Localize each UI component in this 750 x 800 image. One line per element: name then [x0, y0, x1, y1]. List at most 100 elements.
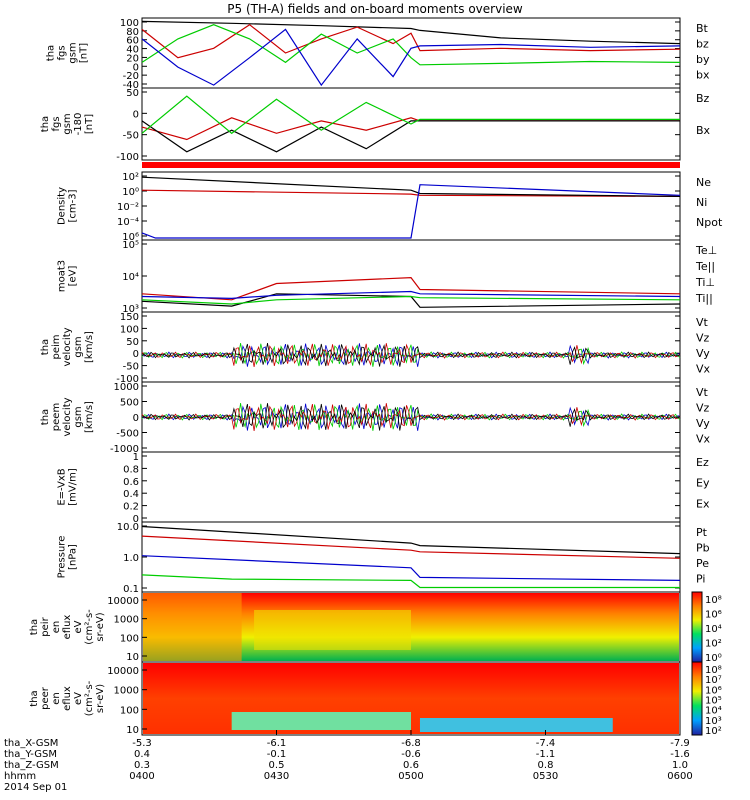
- legend-Ex: Ex: [696, 497, 710, 510]
- y-axis-label: velocity: [62, 397, 73, 436]
- y-axis-label: -180: [73, 113, 84, 136]
- y-tick-label: 10⁻⁴: [117, 217, 139, 228]
- y-axis-label: eflux: [62, 686, 73, 711]
- x-row-label: hhmm: [4, 771, 36, 782]
- colorbar-tick-label: 10²: [705, 726, 722, 737]
- y-axis-label: eV: [73, 620, 84, 633]
- y-axis-label: [eV]: [68, 266, 79, 287]
- y-axis-label: peir: [40, 616, 51, 636]
- y-axis-label: fgs: [57, 45, 68, 60]
- y-tick-label: 10000: [107, 666, 139, 677]
- y-axis-label: tha: [29, 690, 40, 706]
- y-tick-label: -50: [123, 362, 139, 373]
- x-value-label: -1.1: [536, 749, 556, 760]
- y-tick-label: -40: [123, 80, 139, 91]
- panel-frame: [141, 171, 681, 241]
- y-tick-label: 10⁻²: [117, 202, 139, 213]
- x-row-label: tha_Y-GSM: [4, 749, 57, 760]
- y-tick-label: -500: [116, 429, 139, 440]
- series-line-by: [141, 24, 681, 66]
- legend-Vx: Vx: [696, 433, 711, 446]
- panel-5: tha peem velocity gsm [km/s] 1000 500 0 -500 -100…: [40, 381, 711, 455]
- legend-Ez: Ez: [696, 456, 709, 469]
- series-line-Ti||: [141, 295, 681, 305]
- series-line-Npot: [141, 184, 681, 239]
- y-tick-label: 50: [126, 88, 139, 99]
- y-axis-label: [mV/m]: [68, 468, 79, 506]
- panel-9: tha peer en eflux eV (cm²-s-sr-eV)10000 1000 10…: [29, 661, 722, 737]
- y-axis-label: gsm: [73, 336, 84, 357]
- y-tick-label: 1000: [114, 686, 139, 697]
- y-tick-label: 0: [133, 62, 139, 73]
- x-value-label: -0.1: [267, 749, 287, 760]
- series-line-Ti⊥: [141, 290, 681, 300]
- y-tick-label: 0.8: [123, 464, 139, 475]
- panel-3: moat3 [eV] 10⁵ 10⁴ 10³ Te⊥ Te|| Ti⊥ Ti||: [57, 239, 717, 315]
- y-axis-label: [nT]: [79, 43, 90, 63]
- series-line-Bt: [141, 20, 681, 45]
- heatmap-region: [231, 712, 411, 730]
- series-line-By: [141, 95, 680, 135]
- legend-Bz: Bz: [696, 92, 710, 105]
- y-tick-label: 40: [126, 45, 139, 56]
- legend-Te⊥: Te⊥: [695, 244, 717, 257]
- mode-bar: [142, 162, 680, 168]
- y-tick-label: 1000: [114, 382, 139, 393]
- y-tick-label: 10⁶: [122, 232, 139, 243]
- x-value-label: 0.4: [134, 749, 150, 760]
- y-axis-label: sr-eV): [95, 612, 106, 641]
- heatmap-region: [254, 610, 411, 650]
- colorbar-tick-label: 10⁴: [705, 624, 722, 635]
- y-tick-label: 10³: [122, 304, 139, 315]
- legend-Vx: Vx: [696, 363, 711, 376]
- panel-frame: [141, 239, 681, 313]
- series-line-bx: [141, 28, 681, 87]
- y-axis-label: Density: [57, 187, 68, 225]
- y-axis-label: gsm: [62, 113, 73, 134]
- legend-Vt: Vt: [696, 386, 709, 399]
- y-tick-label: 1: [133, 452, 139, 463]
- y-tick-label: 100: [120, 324, 139, 335]
- legend-Ni: Ni: [696, 196, 707, 209]
- series-line-Pb: [141, 535, 681, 559]
- y-tick-label: 1.0: [123, 553, 139, 564]
- x-value-label: 0530: [533, 771, 558, 782]
- colorbar-tick-label: 10⁸: [705, 665, 722, 676]
- legend-Pe: Pe: [696, 557, 709, 570]
- y-axis-label: (cm²-s-: [84, 609, 95, 645]
- y-axis-label: [nPa]: [68, 544, 79, 570]
- series-line-Pt: [141, 525, 681, 555]
- colorbar-tick-label: 10⁴: [705, 706, 722, 717]
- legend-Te||: Te||: [695, 260, 715, 273]
- legend-Ti||: Ti||: [695, 292, 713, 305]
- x-value-label: 0400: [129, 771, 154, 782]
- y-tick-label: 0: [133, 413, 139, 424]
- legend-Vt: Vt: [696, 316, 709, 329]
- y-axis-label: tha: [40, 116, 51, 132]
- x-value-label: 0500: [398, 771, 423, 782]
- series-line-bz: [141, 23, 681, 59]
- legend-Pb: Pb: [696, 542, 710, 555]
- x-value-label: 0.6: [403, 760, 419, 771]
- y-axis-label: eV: [73, 692, 84, 705]
- y-tick-label: 500: [120, 398, 139, 409]
- colorbar-tick-label: 10³: [705, 716, 722, 727]
- y-tick-label: 1000: [114, 615, 139, 626]
- x-value-label: 1.0: [672, 760, 688, 771]
- colorbar-tick-label: 10²: [705, 639, 722, 650]
- y-tick-label: 0: [133, 109, 139, 120]
- x-row-label: tha_X-GSM: [4, 738, 58, 749]
- colorbar-tick-label: 10⁵: [705, 696, 722, 707]
- y-axis-label: fgs: [51, 116, 62, 131]
- series-line: [141, 403, 681, 431]
- series-line-Te||: [141, 293, 681, 308]
- colorbar: [691, 661, 703, 736]
- x-value-label: 0.8: [538, 760, 554, 771]
- y-axis-label: [km/s]: [84, 331, 95, 363]
- series-line-Ni: [141, 176, 681, 197]
- series-line: [141, 343, 681, 367]
- y-axis-label: tha: [40, 409, 51, 425]
- y-tick-label: 60: [126, 36, 139, 47]
- series-line-Te⊥: [141, 276, 681, 301]
